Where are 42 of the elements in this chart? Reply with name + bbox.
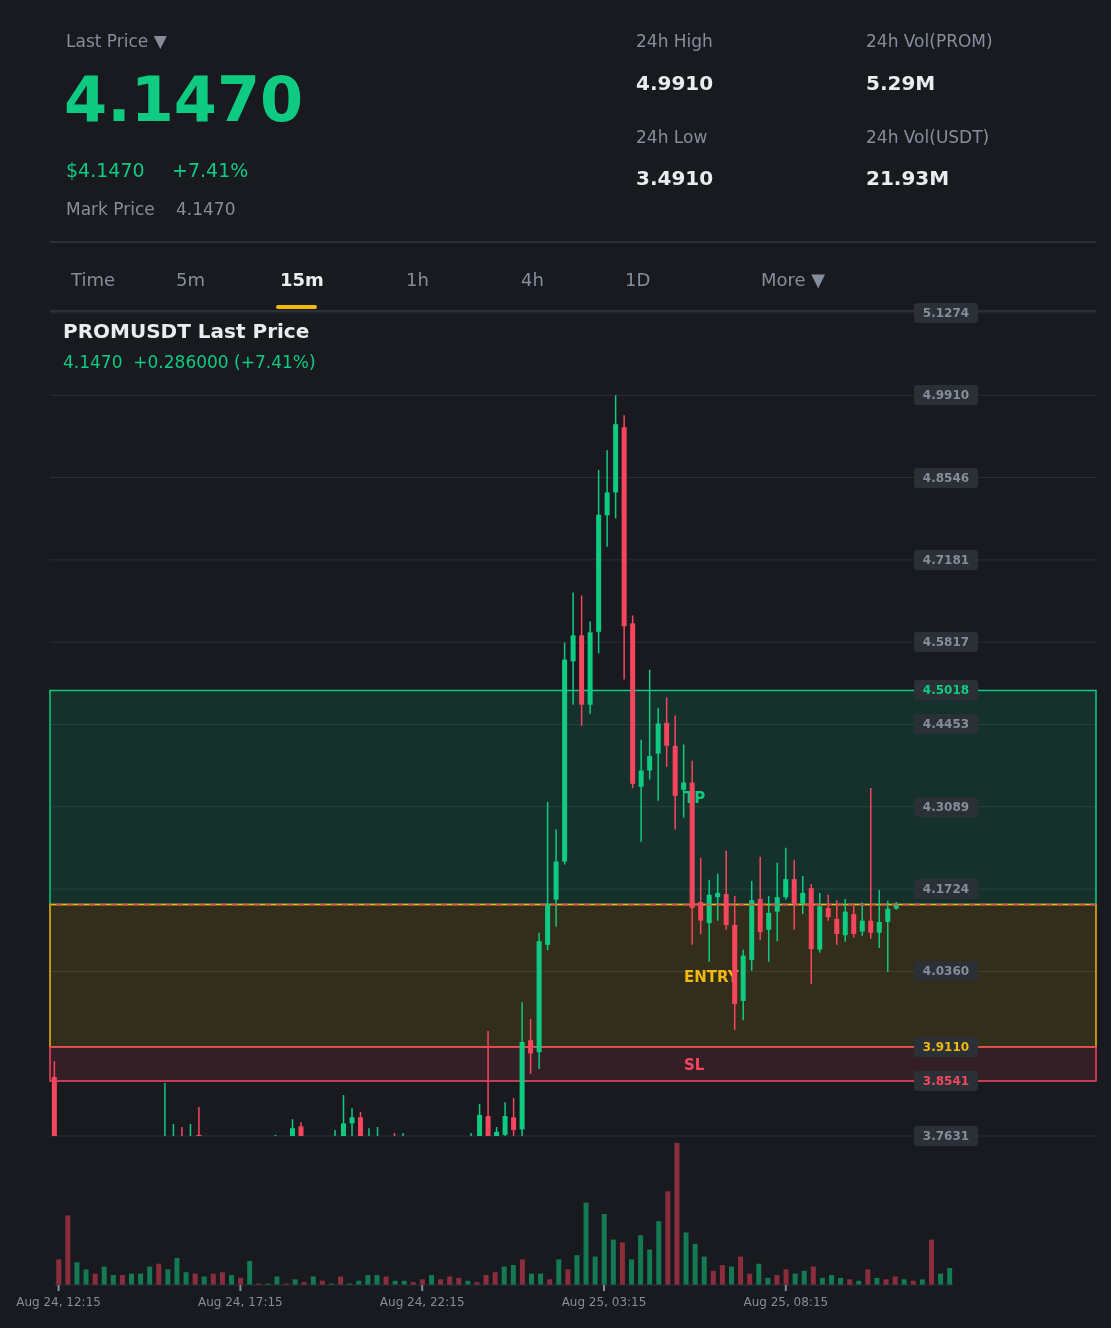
text: 15m bbox=[280, 269, 324, 290]
text: 1D bbox=[625, 269, 651, 290]
y-tick-label: 4.1724 bbox=[914, 879, 978, 900]
text: 4.1470 +0.286000 (+7.41%) bbox=[63, 352, 316, 372]
y-tick-label: 4.3089 bbox=[914, 796, 978, 817]
chart-title: PROMUSDT Last Price bbox=[63, 319, 310, 343]
text: 4.9910 bbox=[636, 71, 714, 95]
band-label: SL bbox=[684, 1055, 705, 1074]
text: 5.29M bbox=[866, 71, 936, 95]
y-tick-label: 4.0360 bbox=[914, 961, 978, 982]
text: Time bbox=[71, 269, 116, 290]
text: +7.41% bbox=[172, 159, 249, 181]
y-tick-label: 5.1274 bbox=[914, 303, 978, 323]
x-tick-label: Aug 25, 03:15 bbox=[561, 1295, 647, 1309]
text: Last Price ▼ bbox=[66, 31, 167, 51]
x-tick-label: Aug 24, 12:15 bbox=[16, 1295, 101, 1309]
text: 24h Vol(PROM) bbox=[866, 31, 993, 51]
text: 5m bbox=[176, 269, 205, 290]
text: 1h bbox=[406, 269, 429, 290]
text: 21.93M bbox=[866, 166, 950, 190]
y-tick-label: 4.4453 bbox=[914, 714, 978, 735]
text: 3.4910 bbox=[636, 166, 714, 190]
y-tick-label: 4.7181 bbox=[914, 549, 978, 570]
y-tick-label: 4.8546 bbox=[914, 467, 978, 488]
text: 24h High bbox=[636, 31, 713, 51]
text: $4.1470 bbox=[66, 159, 145, 181]
y-tick-label: 3.9110 bbox=[914, 1036, 978, 1057]
text: 4.1470 bbox=[176, 199, 236, 219]
text: 4h bbox=[521, 269, 544, 290]
y-tick-label: 4.5817 bbox=[914, 632, 978, 653]
y-tick-label: 4.9910 bbox=[914, 385, 978, 406]
text: Mark Price bbox=[66, 199, 155, 219]
y-tick-label: 4.5018 bbox=[914, 680, 978, 701]
y-tick-label: 3.8541 bbox=[914, 1071, 978, 1092]
x-tick-label: Aug 24, 17:15 bbox=[198, 1295, 283, 1309]
y-tick-label: 3.7631 bbox=[914, 1126, 978, 1146]
text: 24h Low bbox=[636, 127, 708, 147]
x-tick-label: Aug 25, 08:15 bbox=[743, 1295, 829, 1309]
text: 4.1470 bbox=[64, 63, 304, 136]
x-tick-label: Aug 24, 22:15 bbox=[379, 1295, 465, 1309]
text: More ▼ bbox=[761, 269, 826, 290]
text: 24h Vol(USDT) bbox=[866, 127, 990, 147]
